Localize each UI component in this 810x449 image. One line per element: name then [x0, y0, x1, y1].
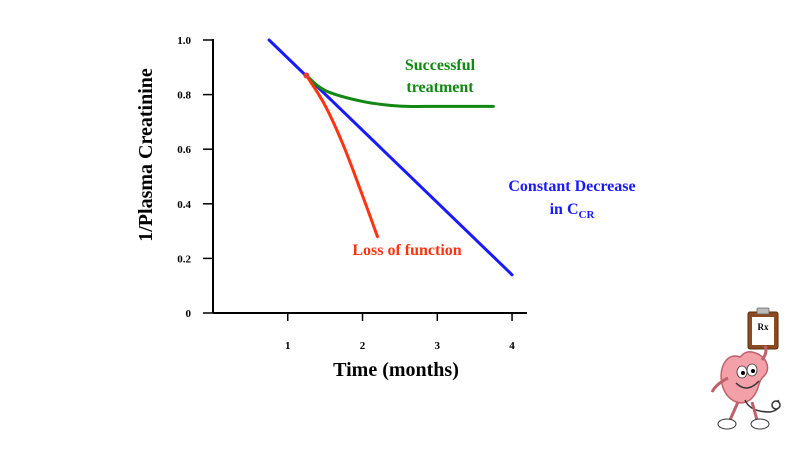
- y-tick-label: 1.0: [177, 35, 191, 47]
- annotation-constant-subscript: CR: [579, 209, 596, 221]
- annotation-successful-line2: treatment: [406, 79, 474, 96]
- x-tick-label: 1: [285, 340, 291, 352]
- y-tick-label: 0.6: [177, 144, 191, 156]
- x-tick-label: 2: [360, 340, 366, 352]
- axes: 0 0.2 0.4 0.6 0.8 1.0 1 2 3 4: [177, 35, 527, 352]
- rx-text: Rx: [758, 322, 769, 332]
- series-layer: [267, 38, 514, 277]
- series-loss-of-function-line: [304, 73, 379, 239]
- series-successful-treatment-line: [304, 73, 495, 109]
- annotation-constant-line1: Constant Decrease: [508, 178, 635, 195]
- y-tick-label: 0.4: [177, 199, 191, 211]
- x-axis-label: Time (months): [333, 359, 459, 381]
- y-ticks: 0 0.2 0.4 0.6 0.8 1.0: [177, 35, 213, 320]
- kidney-mascot-icon: Rx: [710, 307, 781, 430]
- y-tick-label: 0: [186, 308, 192, 320]
- annotation-constant-line2: in CCR: [550, 201, 596, 221]
- annotation-loss: Loss of function: [352, 242, 461, 259]
- x-ticks: 1 2 3 4: [285, 313, 515, 352]
- y-tick-label: 0.2: [177, 253, 191, 265]
- divergence-point: [303, 72, 310, 79]
- y-tick-label: 0.8: [177, 90, 191, 102]
- y-axis-label: 1/Plasma Creatinine: [135, 68, 157, 242]
- x-tick-label: 3: [435, 340, 441, 352]
- annotation-successful-line1: Successful: [405, 57, 476, 74]
- x-tick-label: 4: [509, 340, 515, 352]
- annotation-constant-main: in C: [550, 201, 579, 218]
